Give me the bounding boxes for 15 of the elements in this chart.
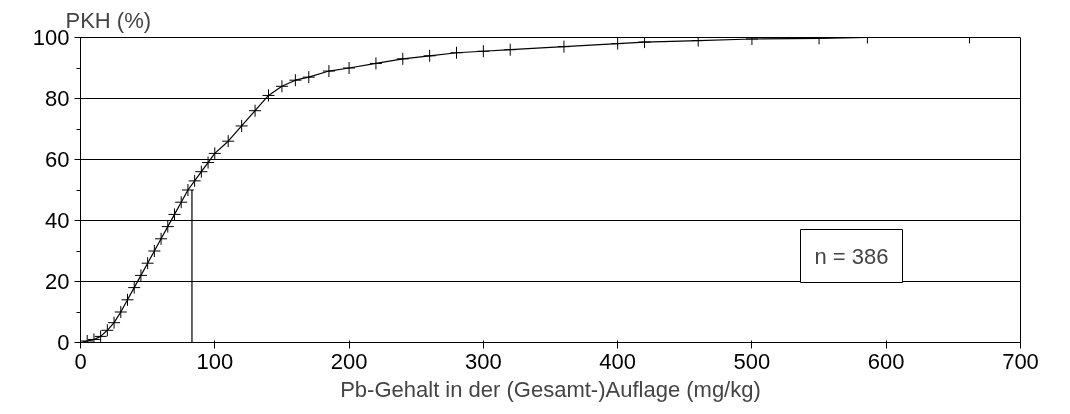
x-tick-label: 400 xyxy=(599,348,637,374)
y-tick-label: 0 xyxy=(57,330,70,355)
x-tick-label: 100 xyxy=(196,348,234,374)
x-tick-label: 200 xyxy=(330,348,368,374)
x-tick-label: 0 xyxy=(74,348,87,374)
x-tick-label: 700 xyxy=(1002,348,1039,374)
x-tick-label: 300 xyxy=(465,348,502,374)
y-tick-label: 80 xyxy=(45,86,70,111)
y-tick-label: 20 xyxy=(45,269,70,294)
annotation: n = 386 xyxy=(814,243,889,269)
y-tick-label: 40 xyxy=(45,208,70,233)
y-tick-label: 60 xyxy=(45,147,70,172)
x-axis-title: Pb-Gehalt in der (Gesamt-)Auflage (mg/kg) xyxy=(340,376,761,402)
x-tick-label: 600 xyxy=(867,348,905,374)
x-tick-label: 500 xyxy=(733,348,771,374)
